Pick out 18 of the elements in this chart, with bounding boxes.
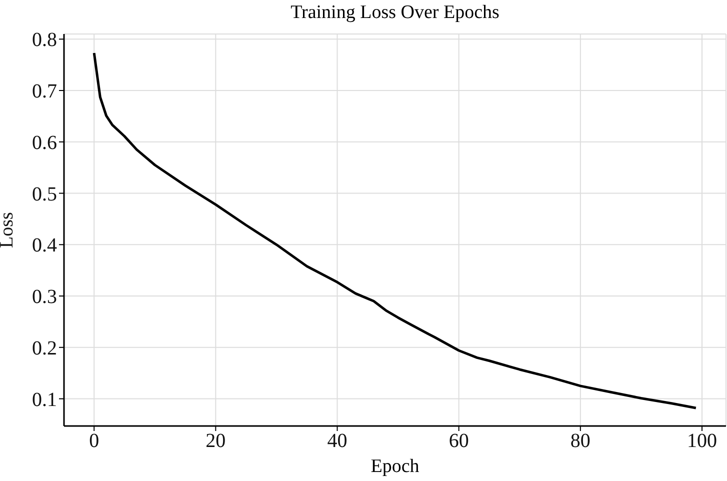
x-tick-label: 20 [206,430,226,452]
x-tick-label: 0 [89,430,100,452]
y-tick-label: 0.2 [32,337,57,360]
line-series [92,52,698,410]
x-tick-label: 80 [570,430,590,452]
x-axis-title: Epoch [370,455,420,479]
y-tick-label: 0.5 [32,183,57,206]
y-tick-label: 0.6 [32,132,57,154]
y-tick-label: 0.8 [32,29,57,52]
x-tick-label: 60 [448,430,469,452]
y-tick-label: 0.4 [32,234,57,257]
chart-title: Training Loss Over Epochs [290,2,500,24]
x-tick-label: 40 [327,430,348,452]
y-tick-label: 0.1 [32,388,57,411]
y-axis-title: Loss [0,212,18,248]
y-tick-label: 0.7 [32,80,57,103]
x-tick-label: 100 [686,430,717,452]
y-tick-label: 0.3 [32,286,57,308]
